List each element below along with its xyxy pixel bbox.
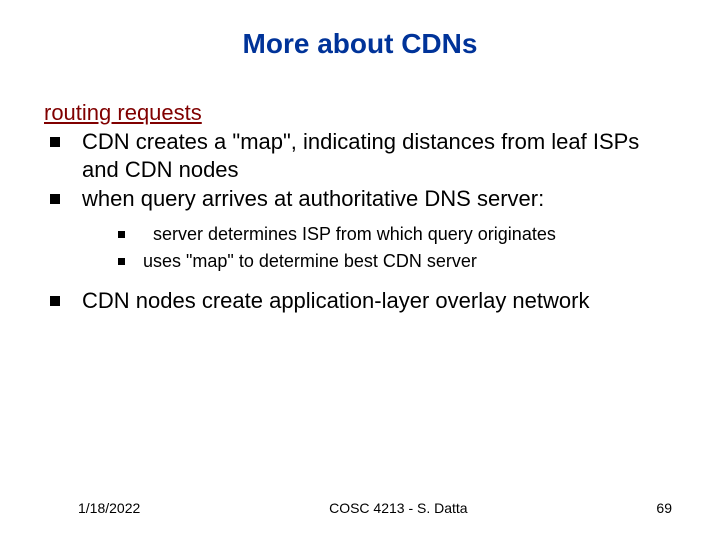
square-bullet-icon — [50, 296, 60, 306]
bullet-item: when query arrives at authoritative DNS … — [44, 185, 680, 213]
bullet-item: CDN creates a "map", indicating distance… — [44, 128, 680, 183]
slide-footer: 1/18/2022 COSC 4213 - S. Datta 69 — [0, 500, 720, 516]
square-bullet-icon — [118, 231, 125, 238]
footer-center: COSC 4213 - S. Datta — [140, 500, 656, 516]
sub-bullet-text: server determines ISP from which query o… — [153, 224, 556, 244]
bullet-text: CDN nodes create application-layer overl… — [82, 287, 589, 315]
square-bullet-icon — [118, 258, 125, 265]
slide-title: More about CDNs — [0, 0, 720, 100]
square-bullet-icon — [50, 194, 60, 204]
sub-bullet-item: server determines ISP from which query o… — [118, 223, 680, 246]
bullet-text: CDN creates a "map", indicating distance… — [82, 128, 680, 183]
sub-bullet-item: uses "map" to determine best CDN server — [118, 250, 680, 273]
sub-bullet-text: uses "map" to determine best CDN server — [143, 250, 477, 273]
section-header: routing requests — [44, 100, 680, 126]
bullet-text: when query arrives at authoritative DNS … — [82, 185, 544, 213]
bullet-item: CDN nodes create application-layer overl… — [44, 287, 680, 315]
sub-bullet-list: server determines ISP from which query o… — [44, 223, 680, 274]
square-bullet-icon — [50, 137, 60, 147]
footer-page-number: 69 — [656, 500, 672, 516]
footer-date: 1/18/2022 — [78, 500, 140, 516]
slide-content: routing requests CDN creates a "map", in… — [0, 100, 720, 315]
